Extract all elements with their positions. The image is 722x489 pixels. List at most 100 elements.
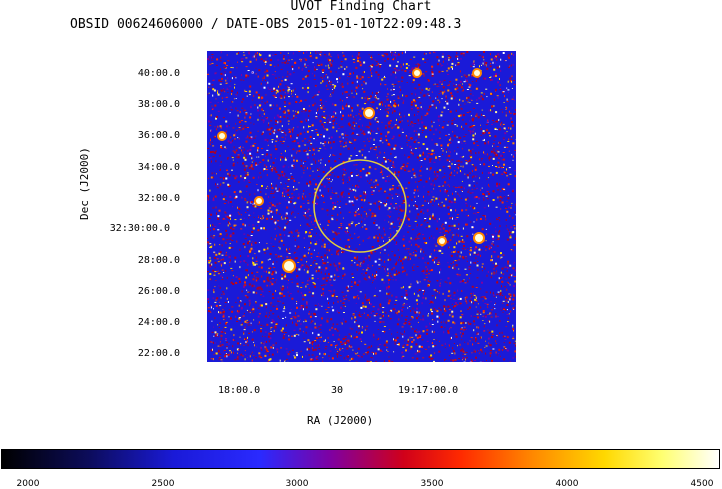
noise-pixel — [230, 136, 232, 139]
noise-pixel — [464, 341, 466, 343]
noise-pixel — [510, 138, 513, 140]
noise-pixel — [418, 96, 421, 98]
noise-pixel — [283, 56, 284, 59]
noise-pixel — [293, 166, 295, 169]
noise-pixel — [217, 324, 219, 326]
noise-pixel — [364, 103, 367, 105]
noise-pixel — [378, 258, 381, 260]
noise-pixel — [417, 291, 419, 293]
noise-pixel — [391, 187, 394, 190]
noise-pixel — [511, 154, 513, 156]
noise-pixel — [208, 82, 211, 85]
noise-pixel — [336, 323, 339, 325]
noise-pixel — [282, 317, 284, 319]
noise-pixel — [383, 191, 386, 193]
noise-pixel — [383, 203, 385, 204]
noise-pixel — [334, 328, 336, 330]
noise-pixel — [215, 253, 218, 256]
noise-pixel — [418, 174, 420, 177]
noise-pixel — [348, 300, 350, 302]
noise-pixel — [377, 240, 380, 242]
noise-pixel — [355, 213, 358, 216]
noise-pixel — [398, 194, 400, 196]
noise-pixel — [321, 208, 324, 210]
noise-pixel — [319, 234, 321, 237]
noise-pixel — [226, 54, 228, 56]
noise-pixel — [415, 133, 417, 136]
noise-pixel — [264, 60, 267, 63]
noise-pixel — [208, 196, 209, 199]
noise-pixel — [321, 245, 323, 248]
noise-pixel — [466, 301, 468, 304]
noise-pixel — [383, 332, 385, 334]
noise-pixel — [248, 182, 251, 183]
noise-pixel — [461, 108, 463, 110]
noise-pixel — [413, 130, 415, 132]
noise-pixel — [396, 331, 398, 333]
noise-pixel — [508, 127, 510, 129]
noise-pixel — [381, 278, 384, 281]
noise-pixel — [509, 264, 512, 267]
noise-pixel — [388, 121, 391, 123]
noise-pixel — [490, 150, 493, 153]
noise-pixel — [490, 311, 492, 314]
noise-pixel — [314, 348, 317, 351]
noise-pixel — [416, 352, 418, 354]
noise-pixel — [302, 306, 304, 309]
noise-pixel — [487, 329, 489, 331]
noise-pixel — [435, 309, 438, 311]
noise-pixel — [426, 93, 429, 95]
noise-pixel — [289, 73, 292, 76]
noise-pixel — [371, 212, 374, 215]
noise-pixel — [252, 306, 254, 309]
noise-pixel — [512, 325, 514, 328]
noise-pixel — [491, 234, 493, 236]
noise-pixel — [288, 112, 291, 115]
noise-pixel — [272, 320, 275, 323]
noise-pixel — [431, 312, 434, 315]
noise-pixel — [322, 277, 325, 280]
noise-pixel — [481, 270, 483, 272]
noise-pixel — [375, 65, 378, 66]
noise-pixel — [473, 351, 476, 353]
noise-pixel — [302, 77, 305, 80]
noise-pixel — [384, 260, 386, 263]
noise-pixel — [473, 125, 476, 126]
noise-pixel — [249, 105, 252, 107]
noise-pixel — [415, 64, 417, 66]
noise-pixel — [386, 346, 388, 348]
noise-pixel — [328, 273, 330, 276]
noise-pixel — [499, 195, 502, 198]
noise-pixel — [272, 319, 274, 322]
noise-pixel — [355, 164, 358, 166]
noise-pixel — [481, 55, 483, 58]
noise-pixel — [225, 322, 227, 325]
noise-pixel — [379, 290, 382, 292]
noise-pixel — [415, 181, 417, 183]
noise-pixel — [459, 98, 461, 101]
noise-pixel — [289, 256, 291, 259]
noise-pixel — [450, 336, 452, 339]
noise-pixel — [410, 152, 413, 154]
noise-pixel — [207, 213, 209, 214]
noise-pixel — [454, 97, 456, 100]
noise-pixel — [281, 273, 284, 276]
noise-pixel — [308, 184, 310, 187]
noise-pixel — [505, 278, 507, 280]
noise-pixel — [306, 348, 308, 351]
noise-pixel — [215, 333, 218, 335]
noise-pixel — [461, 190, 463, 191]
noise-pixel — [449, 173, 452, 176]
noise-pixel — [326, 178, 328, 179]
noise-pixel — [422, 73, 425, 75]
noise-pixel — [371, 216, 372, 218]
noise-pixel — [295, 102, 296, 103]
noise-pixel — [270, 277, 272, 280]
noise-pixel — [210, 358, 213, 360]
noise-pixel — [348, 76, 351, 78]
noise-pixel — [509, 112, 512, 114]
noise-pixel — [330, 318, 333, 321]
noise-pixel — [391, 177, 393, 179]
noise-pixel — [485, 228, 487, 230]
noise-pixel — [414, 311, 417, 314]
